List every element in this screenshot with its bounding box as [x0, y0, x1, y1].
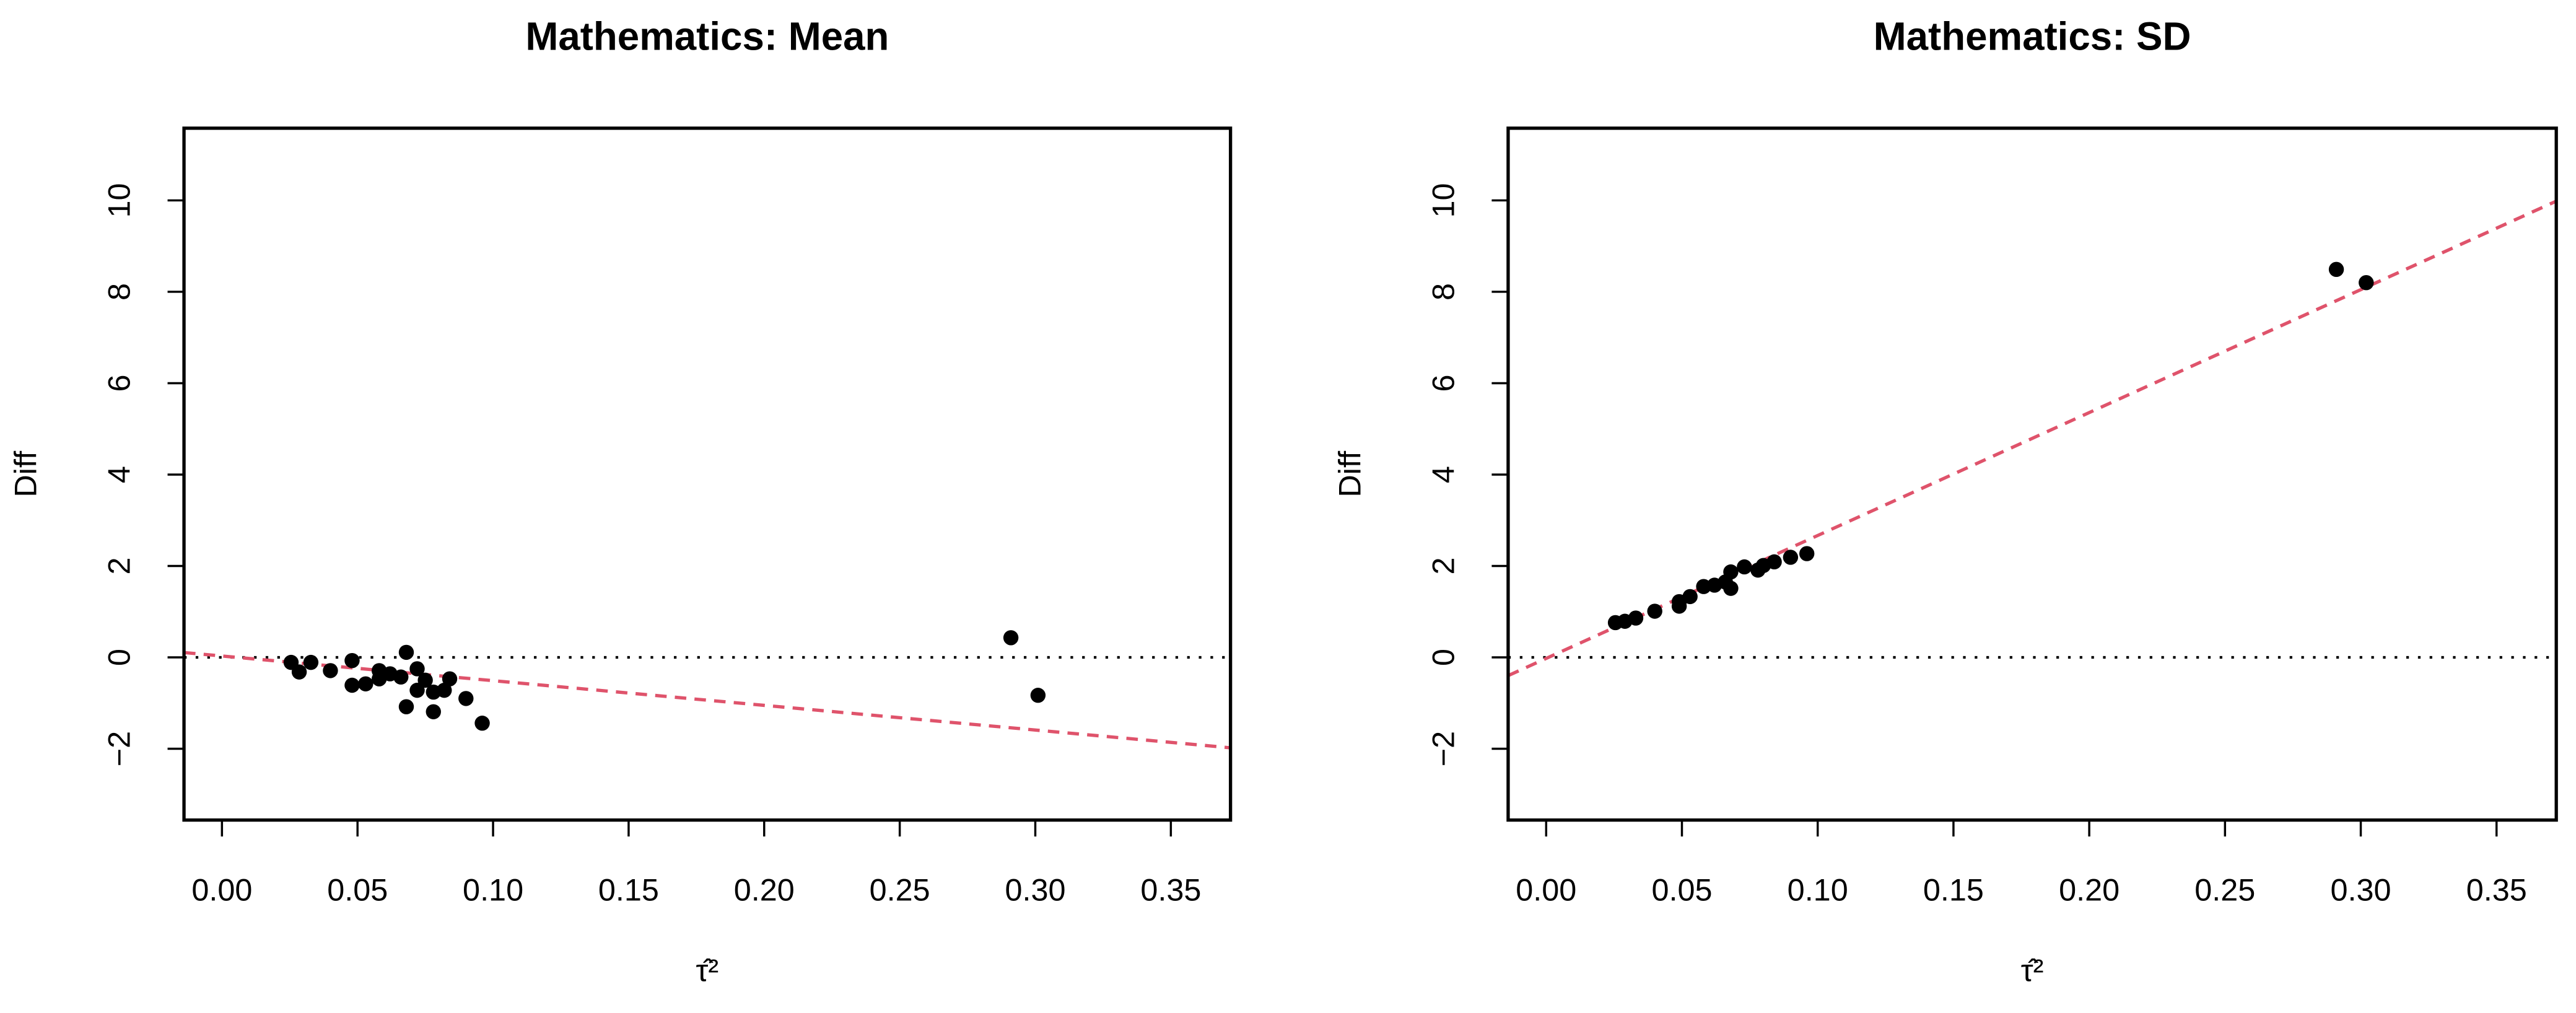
y-tick-label: 8: [1425, 283, 1460, 300]
point: [1783, 550, 1799, 565]
x-tick-label: 0.05: [1651, 872, 1712, 908]
point: [393, 669, 409, 685]
point: [1766, 554, 1782, 570]
point: [398, 644, 414, 660]
y-tick-label: 4: [102, 466, 137, 483]
point: [417, 672, 433, 688]
chart-title: Mathematics: Mean: [525, 14, 889, 58]
point: [437, 682, 452, 698]
y-tick-label: 0: [102, 649, 137, 666]
point: [1737, 559, 1752, 575]
point: [2328, 261, 2344, 278]
plot-area: [1508, 200, 2557, 677]
y-tick-label: 10: [1425, 183, 1460, 217]
y-tick-label: 6: [1425, 374, 1460, 392]
plot-area: [184, 630, 1231, 750]
point: [2359, 275, 2374, 291]
point: [344, 652, 360, 669]
x-tick-label: 0.25: [2194, 872, 2255, 908]
point: [1671, 599, 1687, 614]
point: [1647, 603, 1662, 619]
x-tick-label: 0.25: [870, 872, 930, 908]
y-tick-label: 6: [102, 374, 137, 392]
plot-frame: [1506, 126, 2558, 822]
y-axis-label: Diff: [7, 450, 43, 498]
point: [409, 661, 425, 677]
x-tick-label: 0.30: [1005, 872, 1065, 908]
point: [1723, 581, 1739, 596]
point: [1682, 589, 1698, 605]
point: [291, 664, 307, 680]
point: [426, 704, 441, 719]
x-tick-label: 0.15: [1923, 872, 1984, 908]
point: [358, 676, 373, 691]
y-tick-label: 2: [1425, 557, 1460, 574]
plot-frame: [182, 126, 1233, 822]
point: [1799, 546, 1815, 561]
chart-title: Mathematics: SD: [1874, 14, 2191, 58]
y-tick-label: 4: [1425, 466, 1460, 483]
point: [409, 682, 425, 698]
x-tick-label: 0.00: [191, 872, 252, 908]
point: [1723, 564, 1739, 580]
x-tick-label: 0.05: [327, 872, 388, 908]
x-axis-label: τ̂²: [696, 953, 719, 988]
x-tick-label: 0.15: [598, 872, 659, 908]
y-tick-label: −2: [1425, 731, 1460, 766]
y-tick-label: 0: [1425, 649, 1460, 666]
x-tick-label: 0.20: [734, 872, 795, 908]
point: [442, 671, 458, 686]
fit-line: [184, 651, 1231, 750]
y-axis-label: Diff: [1332, 450, 1367, 498]
point: [458, 691, 474, 706]
point: [474, 716, 490, 731]
y-tick-label: 10: [102, 183, 137, 217]
point: [1030, 688, 1046, 703]
x-tick-label: 0.35: [1140, 872, 1201, 908]
x-tick-label: 0.10: [463, 872, 523, 908]
y-tick-label: 2: [102, 557, 137, 574]
x-tick-label: 0.20: [2059, 872, 2120, 908]
point: [303, 654, 319, 670]
point: [323, 663, 338, 678]
x-tick-label: 0.00: [1516, 872, 1576, 908]
point: [398, 699, 414, 714]
point: [1003, 630, 1019, 646]
fit-line: [1508, 200, 2557, 677]
point: [1628, 610, 1644, 626]
x-tick-label: 0.30: [2330, 872, 2391, 908]
x-axis-label: τ̂²: [2021, 953, 2044, 988]
y-tick-label: 8: [102, 283, 137, 300]
point: [344, 677, 360, 693]
x-tick-label: 0.10: [1788, 872, 1848, 908]
x-tick-label: 0.35: [2466, 872, 2527, 908]
y-tick-label: −2: [102, 731, 137, 766]
